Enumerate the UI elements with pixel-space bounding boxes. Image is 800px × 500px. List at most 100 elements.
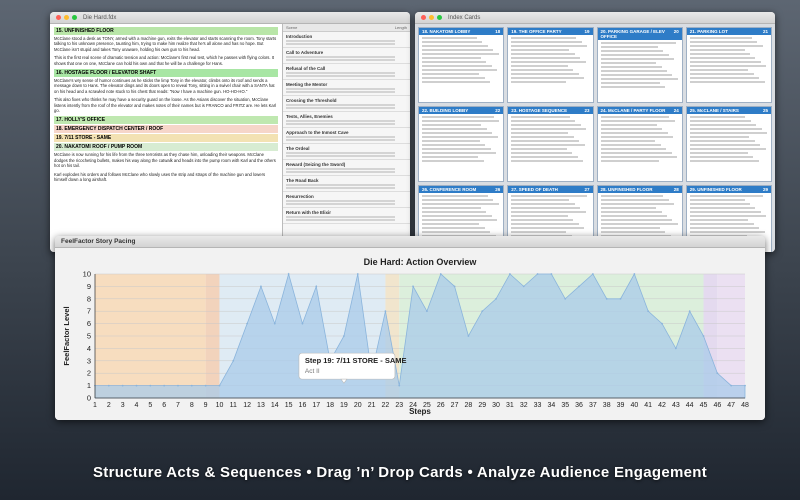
data-point[interactable] xyxy=(564,297,567,300)
close-window-button[interactable] xyxy=(421,15,426,20)
scene-heading[interactable]: 16. HOSTAGE FLOOR / ELEVATOR SHAFT xyxy=(54,69,278,78)
outline-item[interactable]: Reward (Seizing the Sword) xyxy=(283,160,410,176)
data-point[interactable] xyxy=(716,372,719,375)
index-card[interactable]: 18. NAKATOMI LOBBY 18 xyxy=(418,27,505,103)
minimize-window-button[interactable] xyxy=(64,15,69,20)
data-point[interactable] xyxy=(674,347,677,350)
data-point[interactable] xyxy=(426,310,428,313)
data-point[interactable] xyxy=(260,285,262,288)
outline-item-title: Meeting the Mentor xyxy=(286,82,328,87)
scene-heading[interactable]: 18. EMERGENCY DISPATCH CENTER / ROOF xyxy=(54,125,278,134)
index-card-text-placeholder xyxy=(511,195,588,197)
data-point[interactable] xyxy=(204,384,207,387)
data-point[interactable] xyxy=(453,285,456,288)
data-point[interactable] xyxy=(190,384,193,387)
data-point[interactable] xyxy=(550,273,553,275)
index-card[interactable]: 20. PARKING GARAGE / ELEV OFFICE 20 xyxy=(596,27,683,103)
data-point[interactable] xyxy=(315,285,318,288)
scene-paragraph[interactable]: Karl explodes his orders and follows McC… xyxy=(54,171,266,183)
data-point[interactable] xyxy=(591,273,594,275)
zoom-window-button[interactable] xyxy=(437,15,442,20)
data-point[interactable] xyxy=(522,285,525,288)
data-point[interactable] xyxy=(232,359,235,362)
index-card[interactable]: 24. McCLANE / PARTY FLOOR 24 xyxy=(596,106,683,182)
data-point[interactable] xyxy=(508,273,511,275)
index-card[interactable]: 21. PARKING LOT 21 xyxy=(685,27,772,103)
data-point[interactable] xyxy=(163,384,166,387)
data-point[interactable] xyxy=(619,297,622,300)
index-card-text-placeholder xyxy=(600,42,676,44)
data-point[interactable] xyxy=(688,310,691,313)
outline-header: Scene Length xyxy=(283,24,410,32)
data-point[interactable] xyxy=(412,285,414,288)
outline-item[interactable]: Call to Adventure xyxy=(283,48,410,64)
close-window-button[interactable] xyxy=(56,15,61,20)
data-point[interactable] xyxy=(633,273,636,275)
outline-item-title: Approach to the Inmost Cave xyxy=(286,130,349,135)
script-editor[interactable]: 15. UNFINISHED FLOOR McClane stood a desk… xyxy=(50,24,282,252)
scene-paragraph[interactable]: This is the first real scene of dramatic… xyxy=(54,55,275,66)
data-point[interactable] xyxy=(149,384,152,387)
window-controls[interactable] xyxy=(421,15,442,20)
scene-heading[interactable]: 19. 7/11 STORE - SAME xyxy=(54,134,278,143)
data-point[interactable] xyxy=(730,384,733,387)
scene-paragraph[interactable]: McClane is now running for his life from… xyxy=(54,152,276,169)
index-card-text-placeholder xyxy=(689,61,761,63)
data-point[interactable] xyxy=(744,384,746,387)
data-point[interactable] xyxy=(647,310,650,313)
outline-item[interactable]: Crossing the Threshold xyxy=(283,96,410,112)
index-card-text-placeholder xyxy=(689,152,748,154)
index-card[interactable]: 19. THE OFFICE PARTY 19 xyxy=(507,27,594,103)
data-point[interactable] xyxy=(135,384,138,387)
x-tick-label: 25 xyxy=(423,402,431,409)
data-point[interactable] xyxy=(481,310,484,313)
data-point[interactable] xyxy=(495,297,497,300)
data-point[interactable] xyxy=(218,384,221,387)
outline-item[interactable]: Return with the Elixir xyxy=(283,208,410,224)
index-card-text-placeholder xyxy=(511,49,570,51)
index-card-text-placeholder xyxy=(689,215,767,217)
data-point[interactable] xyxy=(398,384,401,387)
outline-item[interactable]: Introduction xyxy=(283,32,410,48)
index-card-text-placeholder xyxy=(600,50,664,52)
index-card-number: 24 xyxy=(673,108,679,113)
data-point[interactable] xyxy=(107,384,110,387)
window-controls[interactable] xyxy=(56,15,77,20)
outline-item[interactable]: Resurrection xyxy=(283,192,410,208)
scene-paragraph[interactable]: This also fixes who thinks he may have a… xyxy=(54,97,277,114)
data-point[interactable] xyxy=(536,273,539,275)
scene-paragraph[interactable]: McClane's wry sense of humor continues a… xyxy=(54,78,275,94)
scene-heading[interactable]: 17. HOLLY'S OFFICE xyxy=(54,116,278,125)
data-point[interactable] xyxy=(273,322,276,325)
data-point[interactable] xyxy=(356,273,359,275)
data-point[interactable] xyxy=(439,273,442,275)
data-point[interactable] xyxy=(661,322,663,325)
zoom-window-button[interactable] xyxy=(72,15,77,20)
outline-item[interactable]: Refusal of the Call xyxy=(283,64,410,80)
data-point[interactable] xyxy=(343,335,345,337)
outline-item[interactable]: The Ordeal xyxy=(283,144,410,160)
index-card[interactable]: 25. McCLANE / STAIRS 25 xyxy=(685,106,772,182)
data-point[interactable] xyxy=(384,310,387,313)
outline-item[interactable]: Approach to the Inmost Cave xyxy=(283,128,410,144)
data-point[interactable] xyxy=(246,322,249,325)
data-point[interactable] xyxy=(121,384,124,387)
data-point[interactable] xyxy=(605,297,608,300)
scene-heading[interactable]: 15. UNFINISHED FLOOR xyxy=(54,27,278,35)
minimize-window-button[interactable] xyxy=(429,15,434,20)
data-point[interactable] xyxy=(702,335,705,337)
index-card[interactable]: 22. BUILDING LOBBY 22 xyxy=(418,106,505,182)
outline-item[interactable]: Tests, Allies, Enemies xyxy=(283,112,410,128)
outline-item[interactable]: The Road Back xyxy=(283,176,410,192)
data-point[interactable] xyxy=(578,285,580,288)
data-point[interactable] xyxy=(287,273,290,275)
index-card[interactable]: 23. HOSTAGE SEQUENCE 23 xyxy=(507,106,594,182)
scene-heading[interactable]: 20. NAKATOMI ROOF / PUMP ROOM xyxy=(54,143,278,152)
data-point[interactable] xyxy=(467,335,470,337)
outline-item[interactable]: Meeting the Mentor xyxy=(283,80,410,96)
scene-paragraph[interactable]: McClane stood a desk as TONY, armed with… xyxy=(54,36,277,52)
index-card-text-placeholder xyxy=(689,69,749,71)
data-point[interactable] xyxy=(177,384,179,387)
data-point[interactable] xyxy=(301,322,304,325)
